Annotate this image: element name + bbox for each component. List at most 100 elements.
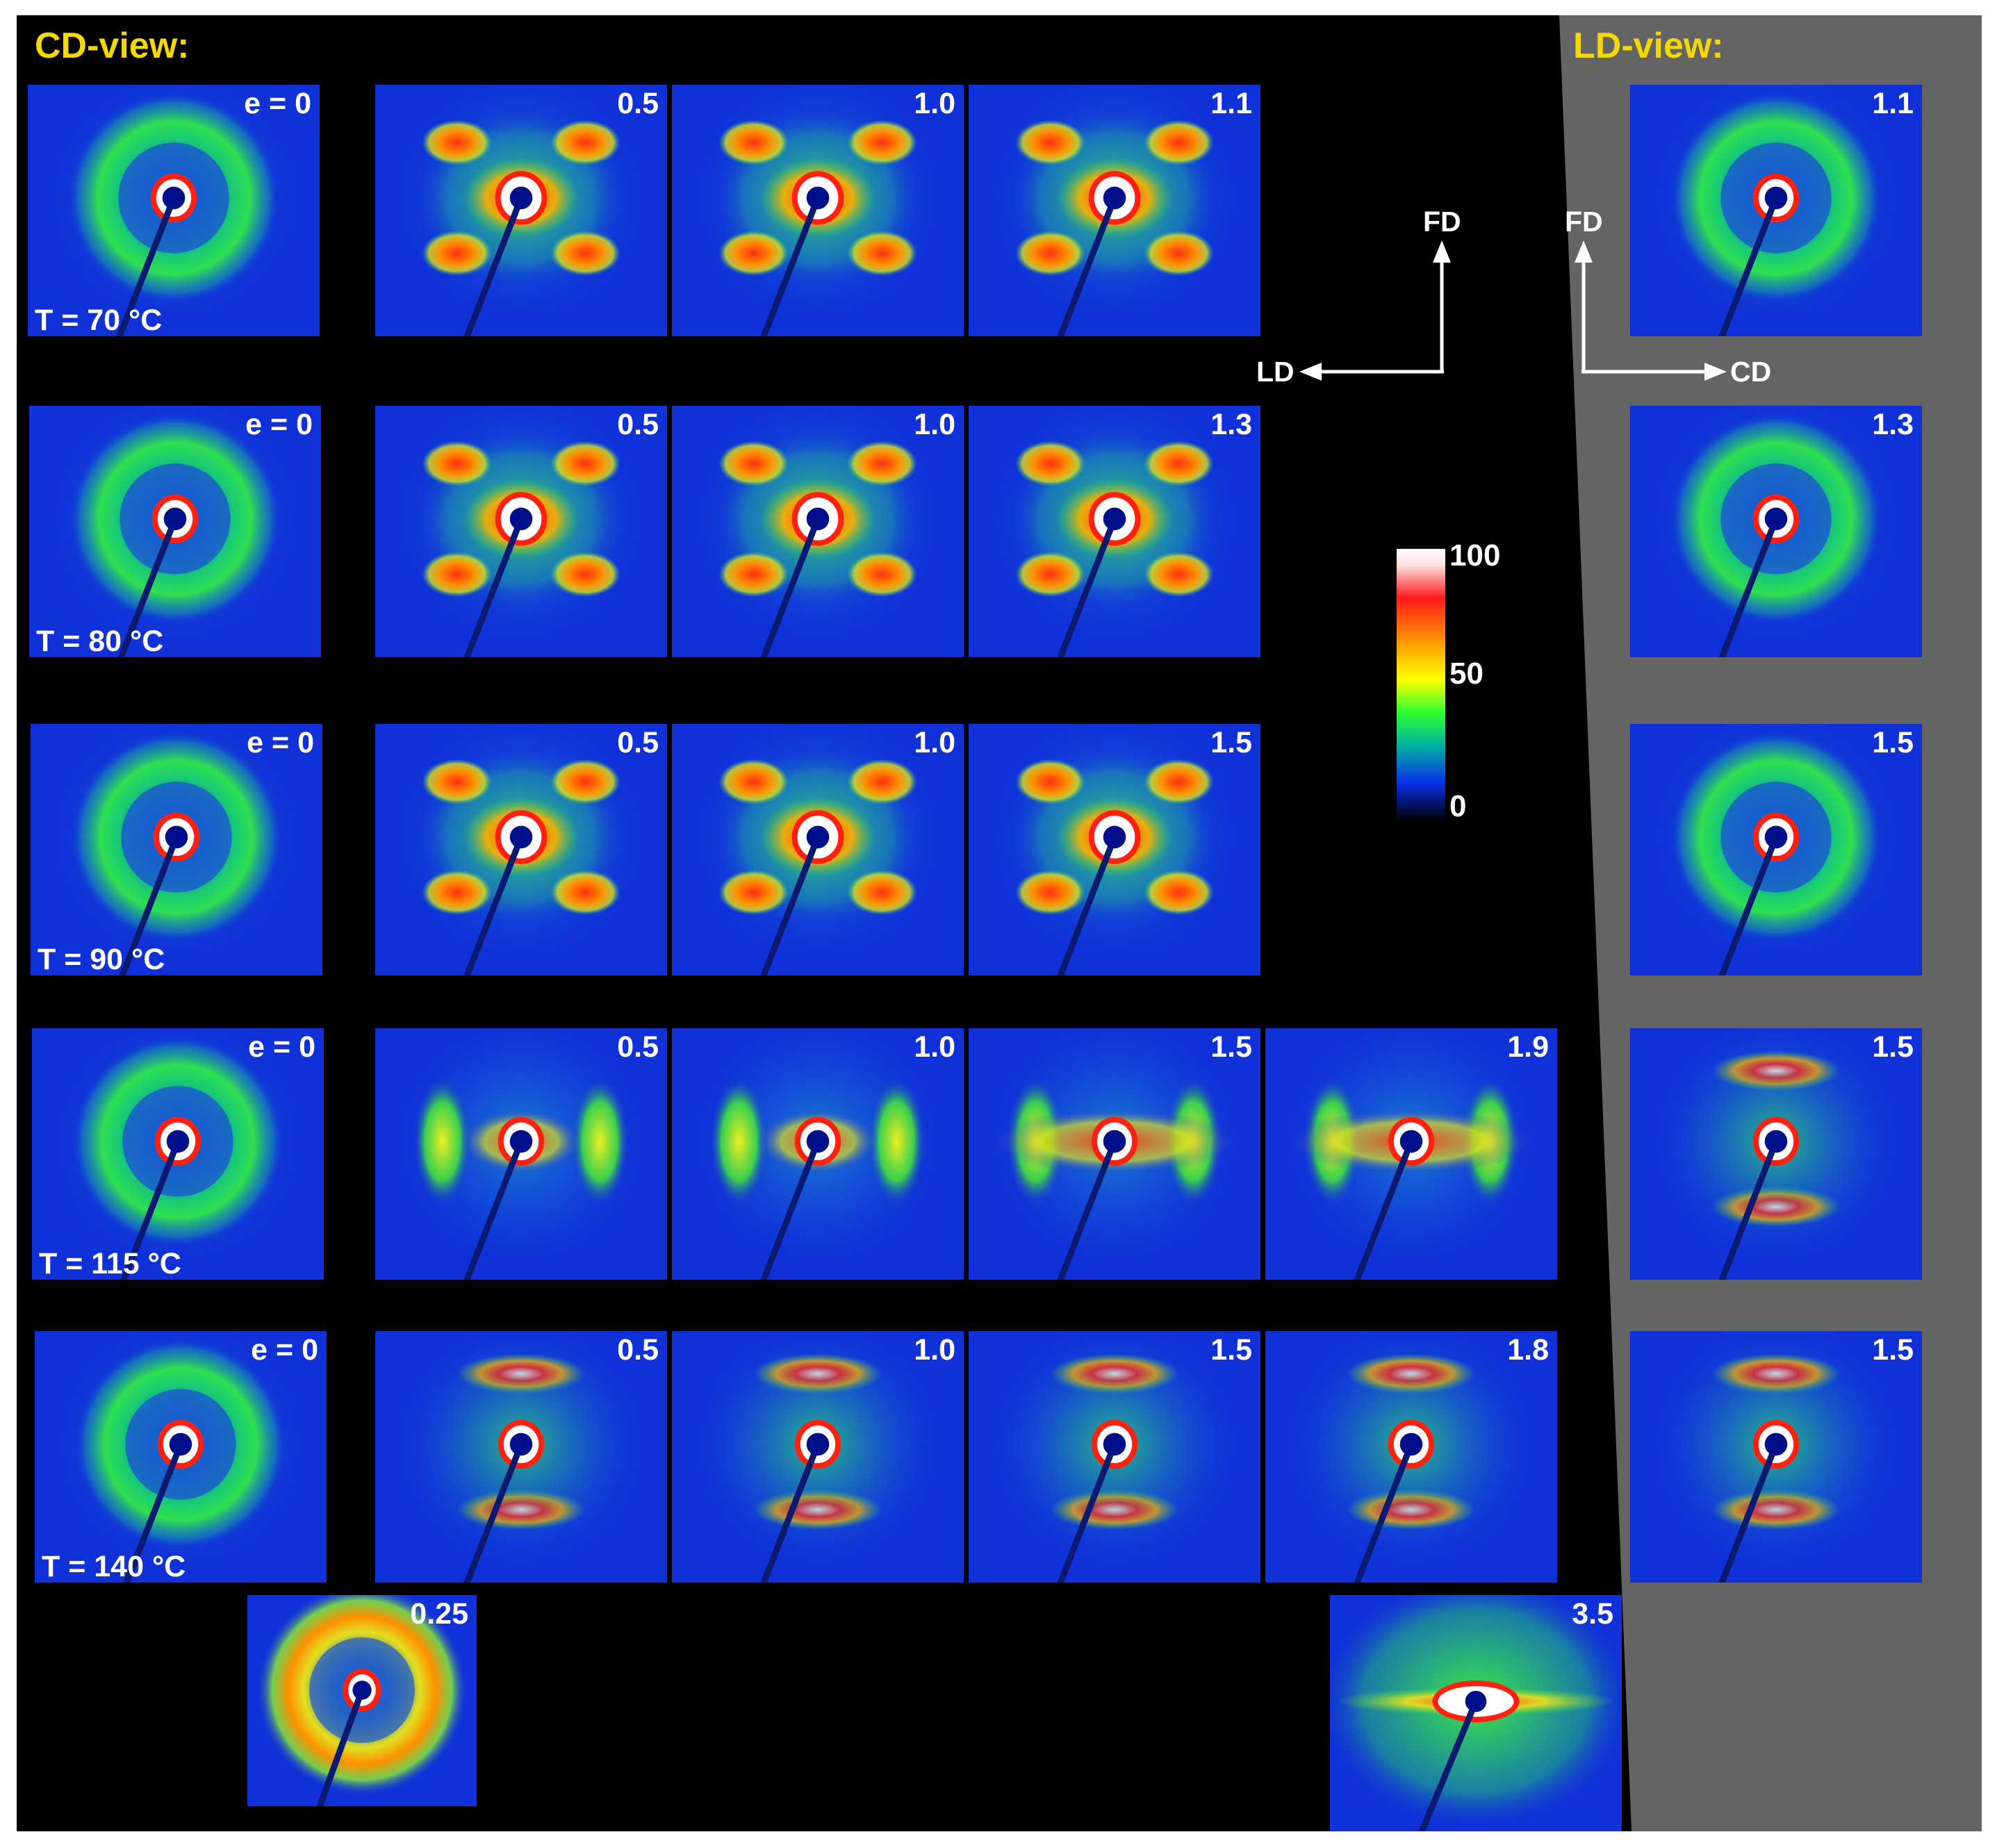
- ld-pattern-row5-strain-label: 1.5: [1872, 1333, 1914, 1367]
- ld-pattern-row1-strain-label: 1.1: [1872, 87, 1914, 120]
- cd-pattern-row2-col2-image: [375, 406, 667, 657]
- colorbar-max-label: 100: [1449, 538, 1501, 572]
- cd-pattern-row4-col5: 1.9: [1265, 1028, 1557, 1280]
- cd-pattern-row4-col3-image: [672, 1028, 964, 1280]
- cd-pattern-row3-col1: e = 0 T = 90 °C: [31, 724, 322, 975]
- cd-view-title: CD-view:: [35, 26, 190, 66]
- cd-pattern-row4-col1-image: [32, 1028, 324, 1280]
- ld-axes-cd-label: CD: [1730, 356, 1772, 388]
- cd-pattern-row5-col1-image: [35, 1331, 327, 1583]
- cd-pattern-row5-col4: 1.5: [969, 1331, 1260, 1583]
- ld-view-title: LD-view:: [1573, 26, 1724, 66]
- cd-pattern-row4-col3-strain-label: 1.0: [914, 1030, 955, 1064]
- ld-pattern-row5: 1.5: [1630, 1331, 1922, 1583]
- cd-pattern-row4-col5-strain-label: 1.9: [1507, 1030, 1549, 1064]
- ld-pattern-row1-image: [1630, 85, 1922, 336]
- ld-pattern-row3-image: [1630, 724, 1922, 975]
- cd-pattern-row5-col3-strain-label: 1.0: [914, 1333, 955, 1367]
- ld-pattern-row5-image: [1630, 1331, 1922, 1583]
- cd-pattern-row5-col4-image: [969, 1331, 1260, 1583]
- ld-pattern-row2: 1.3: [1630, 406, 1922, 657]
- cd-pattern-row5-col4-strain-label: 1.5: [1210, 1333, 1252, 1367]
- cd-pattern-row5-col5: 1.8: [1265, 1331, 1557, 1583]
- cd-pattern-row5-col5-image: [1265, 1331, 1557, 1583]
- cd-pattern-row3-col2-image: [375, 724, 667, 975]
- cd-pattern-row5-col2-strain-label: 0.5: [617, 1333, 659, 1367]
- cd-pattern-extra-high-strain: 3.5: [1330, 1595, 1622, 1831]
- cd-pattern-row3-col1-strain-label: e = 0: [247, 726, 314, 759]
- colorbar-min-label: 0: [1449, 789, 1467, 823]
- ld-pattern-row2-strain-label: 1.3: [1872, 408, 1914, 441]
- cd-pattern-row1-col1-strain-label: e = 0: [244, 87, 311, 120]
- cd-pattern-row5-col3-image: [672, 1331, 964, 1583]
- cd-pattern-row1-col3: 1.0: [672, 85, 964, 336]
- cd-pattern-extra-low-strain-strain-label: 0.25: [410, 1597, 468, 1631]
- cd-pattern-row2-col1: e = 0 T = 80 °C: [29, 406, 321, 657]
- ld-pattern-row3: 1.5: [1630, 724, 1922, 975]
- cd-pattern-row3-col2: 0.5: [375, 724, 667, 975]
- cd-pattern-row3-col3: 1.0: [672, 724, 964, 975]
- cd-pattern-row1-col4-strain-label: 1.1: [1210, 87, 1252, 120]
- cd-pattern-row2-col2-strain-label: 0.5: [617, 408, 659, 441]
- cd-pattern-row3-col1-image: [31, 724, 322, 975]
- cd-pattern-row3-col3-strain-label: 1.0: [914, 726, 955, 759]
- cd-pattern-row5-col2-image: [375, 1331, 667, 1583]
- cd-pattern-row4-col2-image: [375, 1028, 667, 1280]
- cd-pattern-row5-col2: 0.5: [375, 1331, 667, 1583]
- cd-pattern-row1-col2-image: [375, 85, 667, 336]
- cd-pattern-extra-low-strain-image: [247, 1595, 477, 1806]
- cd-pattern-row1-col1-temperature-label: T = 70 °C: [35, 304, 163, 336]
- cd-pattern-row4-col1-temperature-label: T = 115 °C: [39, 1247, 181, 1280]
- ld-axes-fd-label: FD: [1565, 206, 1603, 238]
- cd-pattern-row2-col4-strain-label: 1.3: [1210, 408, 1252, 441]
- cd-pattern-row1-col3-image: [672, 85, 964, 336]
- cd-pattern-row2-col3-image: [672, 406, 964, 657]
- ld-pattern-row4: 1.5: [1630, 1028, 1922, 1280]
- cd-pattern-row5-col1-temperature-label: T = 140 °C: [42, 1550, 186, 1583]
- cd-pattern-row4-col2: 0.5: [375, 1028, 667, 1280]
- cd-pattern-extra-high-strain-image: [1330, 1595, 1622, 1831]
- cd-pattern-row2-col3-strain-label: 1.0: [914, 408, 955, 441]
- cd-pattern-row2-col4-image: [969, 406, 1260, 657]
- cd-pattern-row1-col1-image: [28, 85, 320, 336]
- cd-pattern-row3-col3-image: [672, 724, 964, 975]
- cd-pattern-row4-col3: 1.0: [672, 1028, 964, 1280]
- cd-pattern-row5-col1-strain-label: e = 0: [251, 1333, 318, 1367]
- ld-pattern-row4-strain-label: 1.5: [1872, 1030, 1914, 1064]
- cd-pattern-row2-col4: 1.3: [969, 406, 1260, 657]
- ld-pattern-row1: 1.1: [1630, 85, 1922, 336]
- cd-pattern-row4-col5-image: [1265, 1028, 1557, 1280]
- cd-pattern-row2-col1-temperature-label: T = 80 °C: [36, 625, 164, 657]
- ld-pattern-row2-image: [1630, 406, 1922, 657]
- cd-pattern-row1-col2-strain-label: 0.5: [617, 87, 659, 120]
- ld-pattern-row3-strain-label: 1.5: [1872, 726, 1914, 759]
- cd-pattern-row4-col4: 1.5: [969, 1028, 1260, 1280]
- cd-pattern-row3-col4-strain-label: 1.5: [1210, 726, 1252, 759]
- cd-pattern-row1-col3-strain-label: 1.0: [914, 87, 955, 120]
- cd-pattern-row3-col4: 1.5: [969, 724, 1260, 975]
- cd-pattern-row4-col4-strain-label: 1.5: [1210, 1030, 1252, 1064]
- cd-pattern-row3-col1-temperature-label: T = 90 °C: [38, 943, 165, 975]
- cd-pattern-row5-col3: 1.0: [672, 1331, 964, 1583]
- ld-pattern-row4-image: [1630, 1028, 1922, 1280]
- cd-pattern-row1-col1: e = 0 T = 70 °C: [28, 85, 320, 336]
- cd-pattern-row4-col2-strain-label: 0.5: [617, 1030, 659, 1064]
- cd-pattern-row1-col4: 1.1: [969, 85, 1260, 336]
- cd-pattern-row1-col4-image: [969, 85, 1260, 336]
- cd-pattern-row5-col1: e = 0 T = 140 °C: [35, 1331, 327, 1583]
- cd-pattern-row2-col3: 1.0: [672, 406, 964, 657]
- cd-pattern-row2-col2: 0.5: [375, 406, 667, 657]
- cd-pattern-row3-col4-image: [969, 724, 1260, 975]
- cd-axes-fd-label: FD: [1423, 206, 1461, 238]
- cd-pattern-row3-col2-strain-label: 0.5: [617, 726, 659, 759]
- cd-pattern-row4-col1: e = 0 T = 115 °C: [32, 1028, 324, 1280]
- cd-pattern-row5-col5-strain-label: 1.8: [1507, 1333, 1549, 1367]
- intensity-colorbar: [1397, 549, 1445, 821]
- colorbar-mid-label: 50: [1449, 657, 1484, 691]
- cd-pattern-row1-col2: 0.5: [375, 85, 667, 336]
- cd-pattern-row4-col1-strain-label: e = 0: [248, 1030, 315, 1064]
- cd-pattern-extra-low-strain: 0.25: [247, 1595, 477, 1806]
- cd-axes-ld-label: LD: [1256, 356, 1295, 388]
